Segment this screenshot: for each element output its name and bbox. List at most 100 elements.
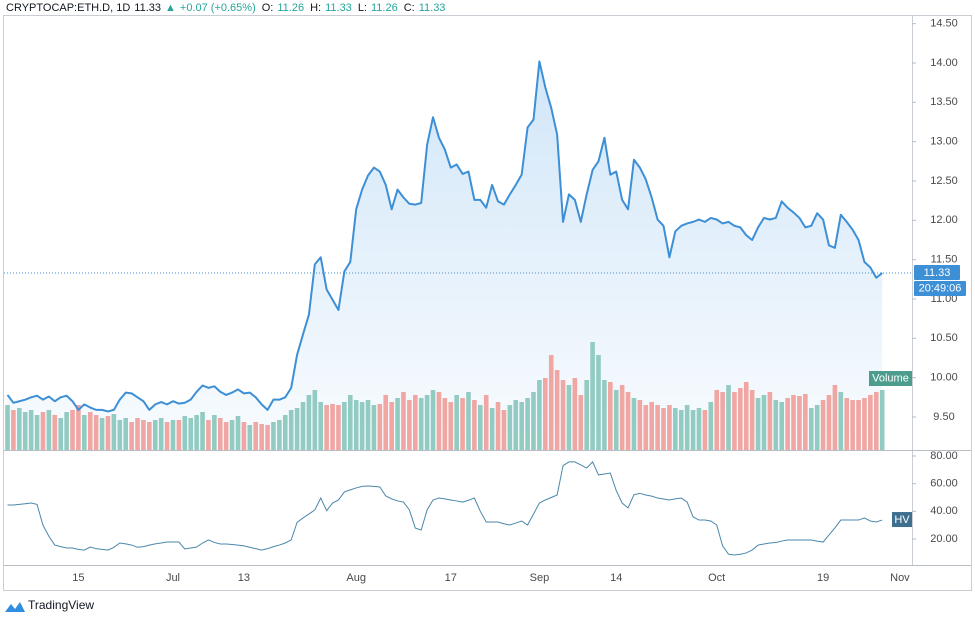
volume-bar <box>749 390 755 450</box>
last-price-box <box>914 265 960 281</box>
x-tick-label: Aug <box>346 572 366 584</box>
volume-bar <box>548 355 554 450</box>
volume-bar <box>738 388 743 450</box>
volume-bar <box>330 404 335 450</box>
volume-bar <box>229 420 235 450</box>
volume-bar <box>288 410 294 450</box>
high-label: H: <box>310 2 322 14</box>
volume-bar <box>785 398 790 450</box>
volume-bar <box>99 418 105 450</box>
volume-bar <box>235 416 241 450</box>
countdown-label: 20:49:06 <box>919 282 962 294</box>
volume-bar <box>265 425 270 450</box>
volume-bar <box>531 392 536 450</box>
volume-bar <box>873 392 879 450</box>
volume-bar <box>64 412 69 450</box>
volume-bar <box>22 412 28 450</box>
volume-bar <box>123 418 128 450</box>
hv-badge <box>892 512 912 528</box>
volume-bar <box>525 398 530 450</box>
volume-bar <box>495 402 501 450</box>
volume-bar <box>93 415 99 450</box>
volume-bar <box>28 410 34 450</box>
volume-bar <box>602 380 607 450</box>
close-value: 11.33 <box>418 2 446 14</box>
volume-bar <box>46 410 52 450</box>
volume-bar <box>779 402 785 450</box>
volume-bar <box>684 405 690 450</box>
x-tick-label: 13 <box>238 572 250 584</box>
volume-bar <box>483 395 489 450</box>
volume-bar <box>442 398 448 450</box>
volume-bar <box>519 402 524 450</box>
volume-bar <box>732 392 737 450</box>
volume-bar <box>755 398 761 450</box>
volume-bar <box>667 405 672 450</box>
y-tick-label: 13.50 <box>930 96 958 108</box>
volume-bar <box>412 395 418 450</box>
header: CRYPTOCAP:ETH.D, 1D 11.33 ▲ +0.07 (+0.65… <box>6 1 445 15</box>
volume-bar <box>306 395 312 450</box>
volume-bar <box>537 380 542 450</box>
volume-bar <box>814 405 820 450</box>
last-price-label: 11.33 <box>924 267 951 279</box>
y-tick-label: 14.50 <box>930 18 958 30</box>
volume-bar <box>631 398 637 450</box>
open-label: O: <box>261 2 274 14</box>
volume-bar <box>543 378 548 450</box>
price-line <box>6 60 883 413</box>
volume-bar <box>111 414 117 450</box>
volume-bar <box>70 410 75 450</box>
volume-bar <box>501 410 507 450</box>
change: +0.07 (+0.65%) <box>179 2 256 14</box>
x-tick-label: 14 <box>610 572 622 584</box>
hv-y-tick-label: 40.00 <box>930 505 958 517</box>
hv-y-tick-label: 60.00 <box>930 478 958 490</box>
volume-bar <box>11 410 16 450</box>
plot: 9.5010.0010.5011.0011.5012.0012.5013.001… <box>4 18 966 584</box>
volume-bar <box>194 415 199 450</box>
volume-bar <box>152 420 158 450</box>
hv-badge-label: HV <box>894 514 910 526</box>
volume-bar <box>424 395 430 450</box>
volume-bar <box>17 408 22 450</box>
volume-bar <box>312 390 318 450</box>
volume-bar <box>454 395 459 450</box>
volume-bar <box>371 405 377 450</box>
volume-bar <box>259 424 264 450</box>
volume-bar <box>791 395 796 450</box>
volume-bar <box>838 392 844 450</box>
volume-bar <box>590 342 595 450</box>
y-tick-label: 10.00 <box>930 372 958 384</box>
volume-bar <box>176 420 182 450</box>
branding[interactable]: TradingView <box>28 598 95 612</box>
volume-bar <box>761 395 767 450</box>
volume-bar <box>182 416 188 450</box>
open-value: 11.26 <box>277 2 305 14</box>
volume-bar <box>832 385 838 450</box>
volume-bar <box>34 415 40 450</box>
low-value: 11.26 <box>371 2 398 14</box>
chart-frame <box>3 15 972 591</box>
volume-bar <box>383 395 389 450</box>
y-tick-label: 10.50 <box>930 332 958 344</box>
volume-bar <box>365 400 371 450</box>
volume-bar <box>625 392 631 450</box>
volume-bar <box>690 410 696 450</box>
volume-bar <box>389 402 394 450</box>
volume-bar <box>253 422 259 450</box>
volume-bar <box>294 408 300 450</box>
volume-bar <box>336 405 341 450</box>
volume-bar <box>460 398 465 450</box>
volume-bar <box>489 408 495 450</box>
volume-bar <box>879 390 885 450</box>
volume-bar <box>141 420 146 450</box>
volume-bar <box>572 378 578 450</box>
volume-bar <box>52 415 58 450</box>
volume-bar <box>578 395 584 450</box>
volume-bar <box>395 398 400 450</box>
volume-bar <box>868 395 873 450</box>
volume-bar <box>708 402 714 450</box>
